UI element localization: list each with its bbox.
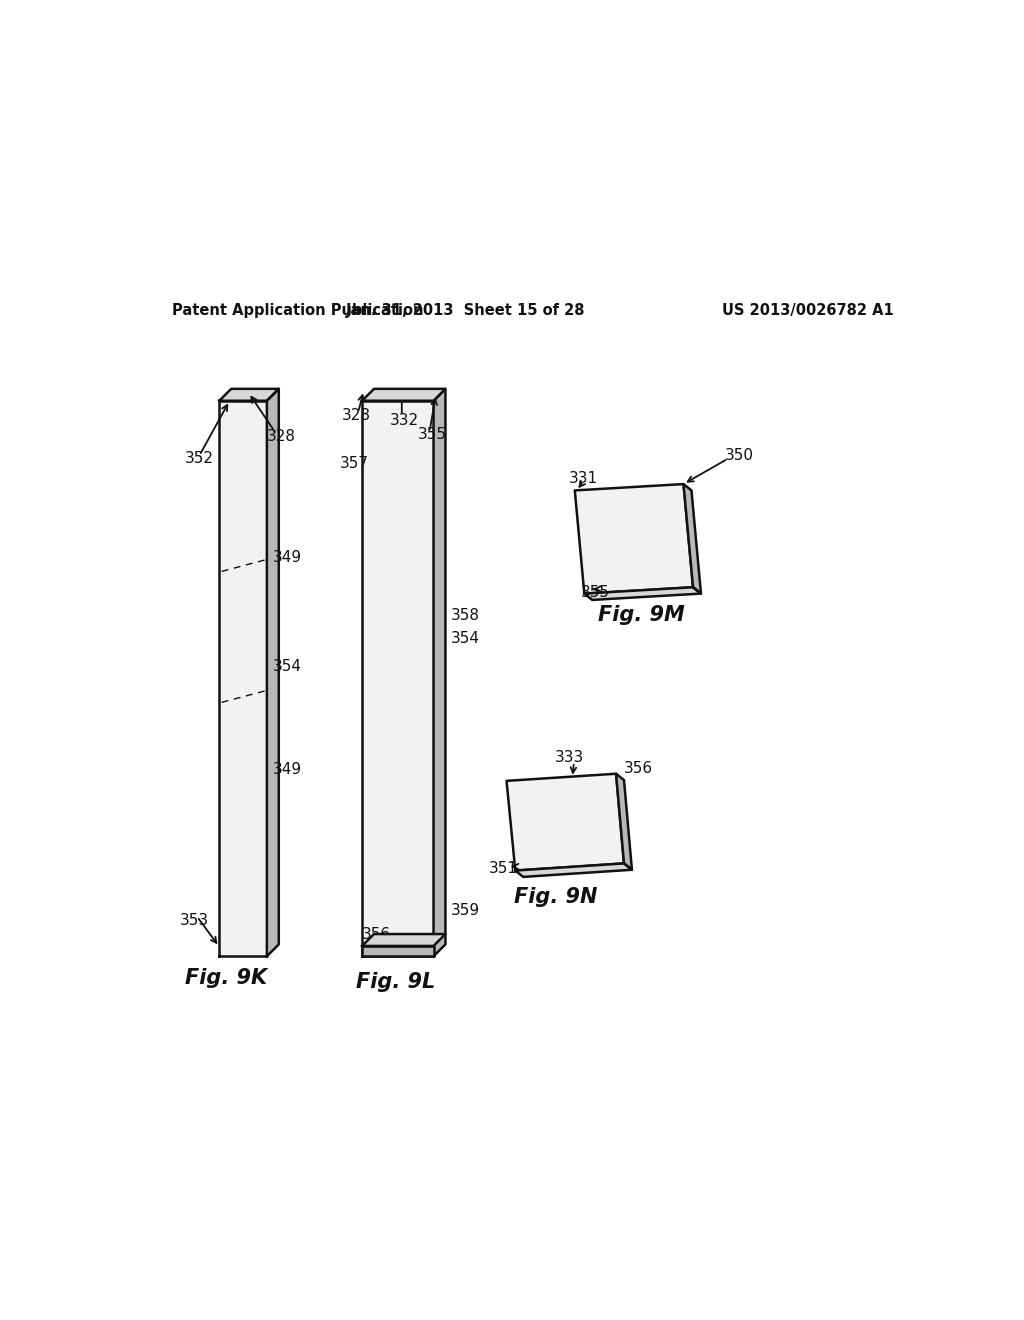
Text: Patent Application Publication: Patent Application Publication — [172, 304, 423, 318]
Text: 351: 351 — [489, 861, 518, 875]
Polygon shape — [362, 401, 433, 956]
Text: 358: 358 — [451, 607, 480, 623]
Text: 355: 355 — [418, 426, 446, 442]
Text: 356: 356 — [624, 760, 653, 776]
Text: 333: 333 — [555, 750, 585, 766]
Text: 349: 349 — [273, 549, 302, 565]
Text: Fig. 9K: Fig. 9K — [185, 968, 267, 987]
Polygon shape — [362, 935, 445, 946]
Polygon shape — [507, 774, 624, 871]
Text: 353: 353 — [179, 913, 209, 928]
Polygon shape — [362, 389, 445, 401]
Text: 357: 357 — [340, 455, 369, 471]
Text: Fig. 9N: Fig. 9N — [514, 887, 598, 907]
Polygon shape — [574, 484, 693, 594]
Text: 356: 356 — [362, 928, 391, 942]
Text: Fig. 9M: Fig. 9M — [598, 605, 685, 624]
Text: Fig. 9L: Fig. 9L — [355, 972, 435, 991]
Text: 331: 331 — [568, 471, 598, 486]
Text: 359: 359 — [451, 903, 480, 917]
Polygon shape — [219, 401, 267, 956]
Polygon shape — [616, 774, 632, 870]
Polygon shape — [585, 587, 701, 599]
Text: Jan. 31, 2013  Sheet 15 of 28: Jan. 31, 2013 Sheet 15 of 28 — [345, 304, 585, 318]
Text: 328: 328 — [267, 429, 296, 444]
Polygon shape — [433, 389, 445, 956]
Polygon shape — [515, 863, 632, 876]
Text: US 2013/0026782 A1: US 2013/0026782 A1 — [722, 304, 894, 318]
Text: 354: 354 — [451, 631, 480, 647]
Polygon shape — [362, 946, 433, 956]
Text: 349: 349 — [273, 762, 302, 777]
Text: 352: 352 — [185, 451, 214, 466]
Text: 350: 350 — [725, 447, 754, 463]
Polygon shape — [684, 484, 701, 594]
Text: 328: 328 — [342, 408, 372, 424]
Text: 355: 355 — [581, 585, 609, 599]
Polygon shape — [219, 389, 279, 401]
Polygon shape — [267, 389, 279, 956]
Text: 332: 332 — [390, 413, 419, 428]
Text: 354: 354 — [273, 659, 302, 675]
